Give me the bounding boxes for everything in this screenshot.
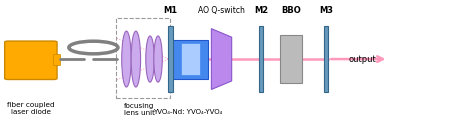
Ellipse shape: [131, 31, 141, 87]
Bar: [116, 18, 170, 98]
Bar: [53, 54, 60, 65]
Text: BBO: BBO: [281, 6, 301, 15]
Text: M1: M1: [163, 6, 177, 15]
Ellipse shape: [146, 36, 154, 82]
Bar: [280, 35, 302, 83]
Text: fiber coupled
laser diode: fiber coupled laser diode: [7, 102, 55, 115]
FancyBboxPatch shape: [5, 41, 57, 79]
Ellipse shape: [122, 31, 131, 87]
Bar: [173, 40, 208, 78]
Bar: [259, 26, 263, 92]
Text: M2: M2: [254, 6, 268, 15]
Bar: [181, 43, 200, 75]
Text: YVO₄-Nd: YVO₄-YVO₄: YVO₄-Nd: YVO₄-YVO₄: [153, 109, 222, 115]
Ellipse shape: [154, 36, 162, 82]
Bar: [168, 26, 173, 92]
Text: AO Q-switch: AO Q-switch: [198, 6, 245, 15]
Text: focusing
lens unit: focusing lens unit: [124, 103, 155, 116]
Bar: [324, 26, 328, 92]
Text: output: output: [348, 55, 376, 64]
Polygon shape: [211, 29, 232, 89]
Text: M3: M3: [319, 6, 333, 15]
